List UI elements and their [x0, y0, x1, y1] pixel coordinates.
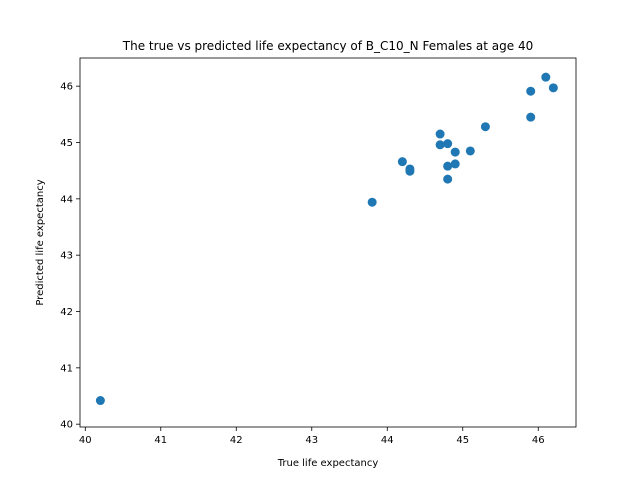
- data-point: [435, 140, 445, 150]
- data-point: [95, 396, 105, 406]
- x-tick-label: 43: [305, 435, 318, 446]
- plot-area-frame: [79, 57, 577, 428]
- data-point: [480, 122, 490, 132]
- data-point: [367, 197, 377, 207]
- data-point: [465, 146, 475, 156]
- x-tick-label: 40: [79, 435, 92, 446]
- data-point: [450, 159, 460, 169]
- data-point: [526, 112, 536, 122]
- chart-title: The true vs predicted life expectancy of…: [122, 39, 533, 53]
- y-tick-label: 44: [60, 194, 73, 205]
- data-point: [397, 157, 407, 167]
- data-point: [450, 147, 460, 157]
- data-point: [443, 161, 453, 171]
- data-point: [541, 72, 551, 82]
- y-tick-label: 42: [60, 307, 73, 318]
- points-layer: [95, 72, 558, 406]
- x-tick-label: 44: [381, 435, 394, 446]
- data-point: [435, 129, 445, 139]
- x-tick-label: 45: [456, 435, 469, 446]
- x-tick-label: 41: [154, 435, 167, 446]
- data-point: [443, 139, 453, 149]
- y-axis-ticks: 40 41 42 43 44 45 46: [60, 82, 80, 431]
- x-axis-label: True life expectancy: [277, 458, 379, 469]
- y-tick-label: 41: [60, 363, 73, 374]
- y-tick-label: 46: [60, 82, 73, 93]
- data-point: [526, 86, 536, 96]
- data-point: [443, 174, 453, 184]
- y-tick-label: 43: [60, 251, 73, 262]
- data-point: [548, 83, 558, 93]
- x-axis-ticks: 40 41 42 43 44 45 46: [79, 427, 545, 446]
- data-point: [405, 166, 415, 176]
- y-tick-label: 40: [60, 420, 73, 431]
- y-axis-label: Predicted life expectancy: [35, 179, 46, 305]
- y-tick-label: 45: [60, 138, 73, 149]
- x-tick-label: 46: [532, 435, 545, 446]
- x-tick-label: 42: [230, 435, 243, 446]
